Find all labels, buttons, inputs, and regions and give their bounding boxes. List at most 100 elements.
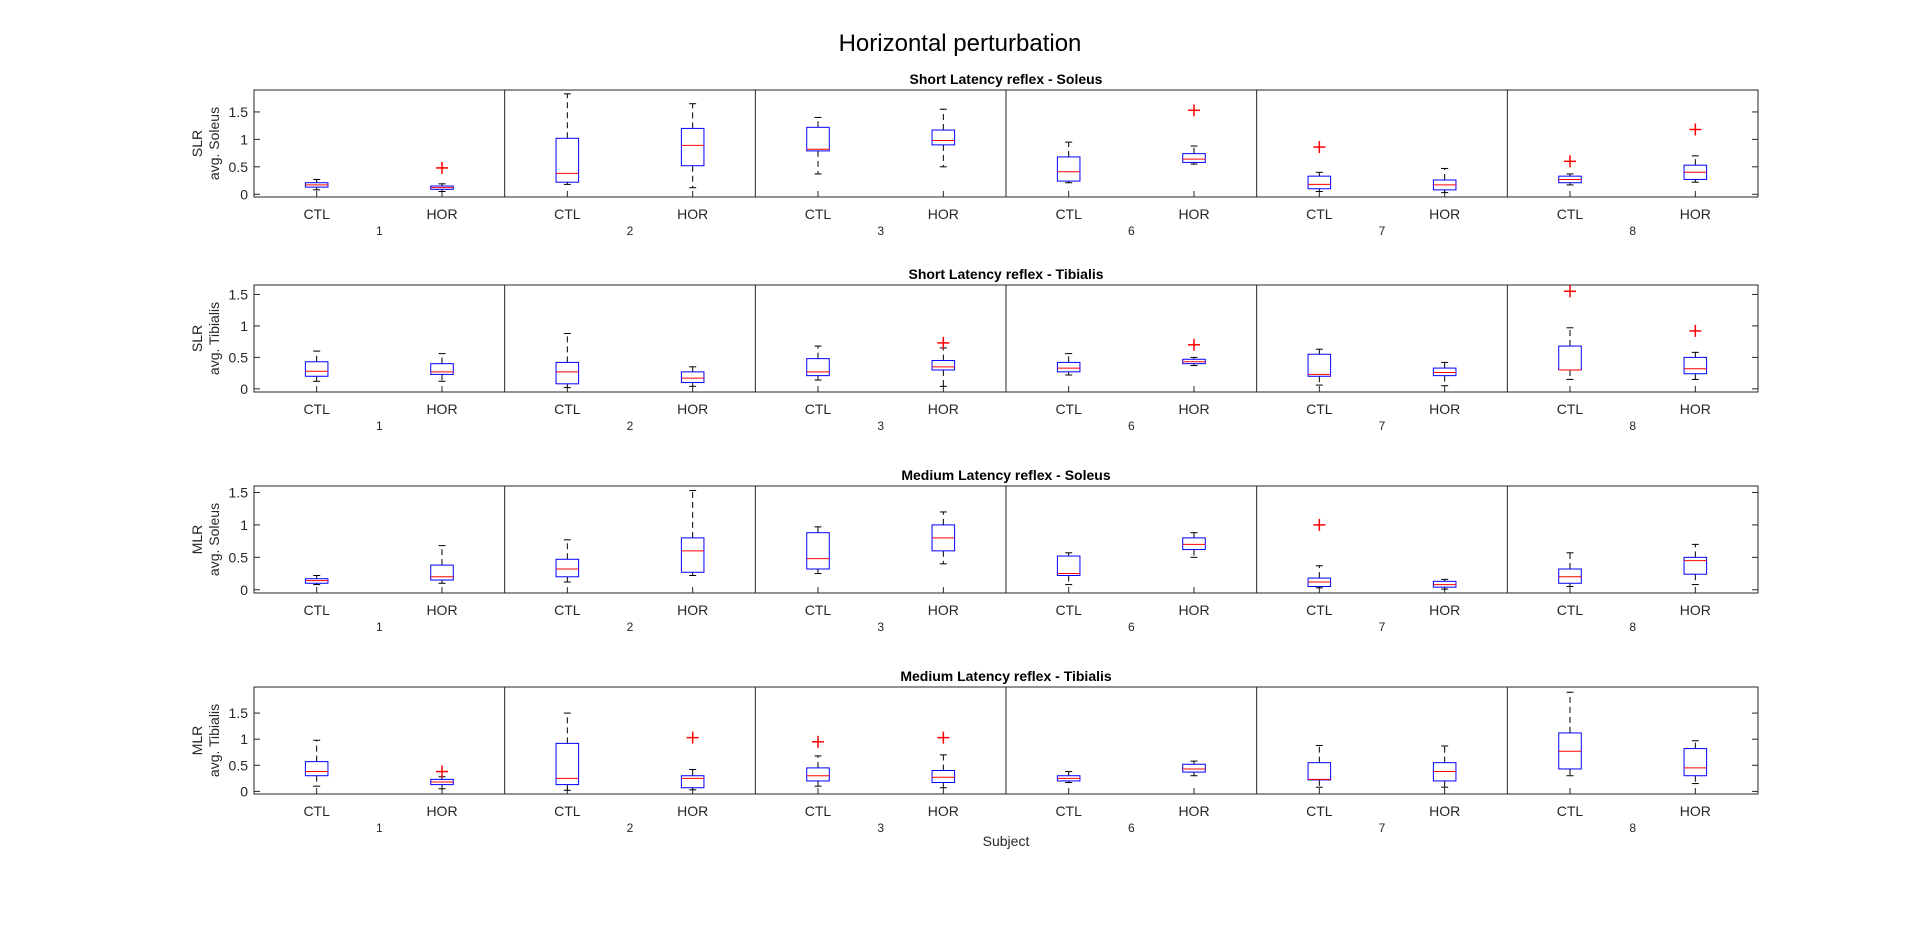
y-tick-label: 1.5 xyxy=(229,484,249,500)
y-axis-label-line: SLR xyxy=(189,325,205,352)
x-group-label: 1 xyxy=(376,419,383,433)
y-axis-label-line: avg. Soleus xyxy=(206,107,222,180)
x-condition-label: HOR xyxy=(1429,401,1460,417)
x-group-label: 3 xyxy=(877,419,884,433)
outlier-marker xyxy=(1689,123,1702,136)
y-axis-label-line: SLR xyxy=(189,130,205,157)
x-condition-label: CTL xyxy=(1055,602,1082,618)
x-condition-label: CTL xyxy=(554,401,581,417)
y-tick-label: 0.5 xyxy=(229,757,249,773)
x-condition-label: CTL xyxy=(1306,803,1333,819)
x-group-label: 7 xyxy=(1379,821,1386,835)
x-condition-label: CTL xyxy=(1557,803,1584,819)
box-iqr xyxy=(931,129,956,146)
box-iqr xyxy=(931,360,956,371)
x-group-label: 8 xyxy=(1629,419,1636,433)
x-condition-label: HOR xyxy=(928,206,959,222)
x-condition-label: CTL xyxy=(1055,803,1082,819)
y-tick-label: 1.5 xyxy=(229,286,249,302)
box-iqr xyxy=(1182,537,1206,551)
x-group-label: 8 xyxy=(1629,620,1636,634)
panel-title: Short Latency reflex - Soleus xyxy=(910,71,1103,87)
x-condition-label: HOR xyxy=(1178,803,1209,819)
x-group-label: 2 xyxy=(627,224,634,238)
box-iqr xyxy=(680,371,705,384)
outlier-marker xyxy=(1564,155,1576,168)
x-condition-label: HOR xyxy=(1680,803,1711,819)
x-condition-label: HOR xyxy=(677,602,708,618)
x-condition-label: HOR xyxy=(1429,206,1460,222)
y-tick-label: 1 xyxy=(240,131,248,147)
panel-title: Short Latency reflex - Tibialis xyxy=(908,266,1103,282)
outlier-marker xyxy=(937,731,950,744)
box-iqr xyxy=(680,127,705,167)
box-iqr xyxy=(555,361,580,385)
box-iqr xyxy=(555,558,580,578)
x-condition-label: HOR xyxy=(1429,803,1460,819)
y-axis-label-line: avg. Tibialis xyxy=(206,302,222,375)
y-tick-label: 0 xyxy=(240,783,248,799)
x-group-label: 2 xyxy=(627,419,634,433)
box-iqr xyxy=(1307,353,1332,377)
x-group-label: 6 xyxy=(1128,620,1135,634)
outlier-marker xyxy=(436,161,448,174)
x-group-label: 6 xyxy=(1128,419,1135,433)
box-iqr xyxy=(1056,156,1081,182)
y-axis-label-line: MLR xyxy=(189,726,205,756)
x-condition-label: HOR xyxy=(928,401,959,417)
y-tick-label: 0 xyxy=(240,186,248,202)
box-iqr xyxy=(555,742,580,786)
x-condition-label: HOR xyxy=(1178,206,1209,222)
x-condition-label: CTL xyxy=(805,803,832,819)
box-iqr xyxy=(806,767,830,782)
box-iqr xyxy=(680,537,705,573)
x-group-label: 2 xyxy=(627,620,634,634)
outlier-marker xyxy=(1188,104,1200,117)
y-tick-label: 1 xyxy=(240,517,248,533)
box-iqr xyxy=(1683,356,1708,375)
outlier-marker xyxy=(1564,285,1576,298)
y-tick-label: 1.5 xyxy=(229,104,249,120)
x-condition-label: HOR xyxy=(1178,602,1209,618)
box-iqr xyxy=(680,775,705,789)
x-group-label: 3 xyxy=(877,224,884,238)
y-axis-label-line: avg. Soleus xyxy=(206,503,222,576)
x-group-label: 8 xyxy=(1629,821,1636,835)
x-group-label: 1 xyxy=(376,224,383,238)
outlier-marker xyxy=(1689,324,1702,337)
outlier-marker xyxy=(812,735,824,748)
x-condition-label: CTL xyxy=(805,401,832,417)
box-iqr xyxy=(1182,153,1206,163)
x-group-label: 3 xyxy=(877,620,884,634)
y-axis-label: MLRavg. Tibialis xyxy=(189,704,222,777)
x-condition-label: CTL xyxy=(554,206,581,222)
box-iqr xyxy=(1307,762,1332,781)
x-group-label: 1 xyxy=(376,821,383,835)
box-iqr xyxy=(1558,568,1582,584)
y-axis-label-line: MLR xyxy=(189,525,205,555)
box-iqr xyxy=(806,358,830,377)
x-condition-label: CTL xyxy=(805,602,832,618)
x-group-label: 1 xyxy=(376,620,383,634)
x-group-label: 2 xyxy=(627,821,634,835)
y-tick-label: 1 xyxy=(240,318,248,334)
y-tick-label: 0 xyxy=(240,381,248,397)
box-iqr xyxy=(304,761,329,777)
x-group-label: 8 xyxy=(1629,224,1636,238)
box-iqr xyxy=(1182,763,1206,773)
x-condition-label: CTL xyxy=(805,206,832,222)
x-condition-label: HOR xyxy=(1680,401,1711,417)
outlier-marker xyxy=(1188,338,1200,351)
x-condition-label: CTL xyxy=(303,803,330,819)
x-condition-label: CTL xyxy=(1306,206,1333,222)
y-tick-label: 0 xyxy=(240,582,248,598)
x-condition-label: HOR xyxy=(1178,401,1209,417)
x-group-label: 7 xyxy=(1379,419,1386,433)
x-condition-label: CTL xyxy=(1055,206,1082,222)
outlier-marker xyxy=(686,731,699,744)
y-axis-label: SLRavg. Soleus xyxy=(189,107,222,180)
x-condition-label: CTL xyxy=(1306,602,1333,618)
box-iqr xyxy=(1056,555,1081,576)
y-tick-label: 0.5 xyxy=(229,349,249,365)
box-iqr xyxy=(555,137,580,183)
